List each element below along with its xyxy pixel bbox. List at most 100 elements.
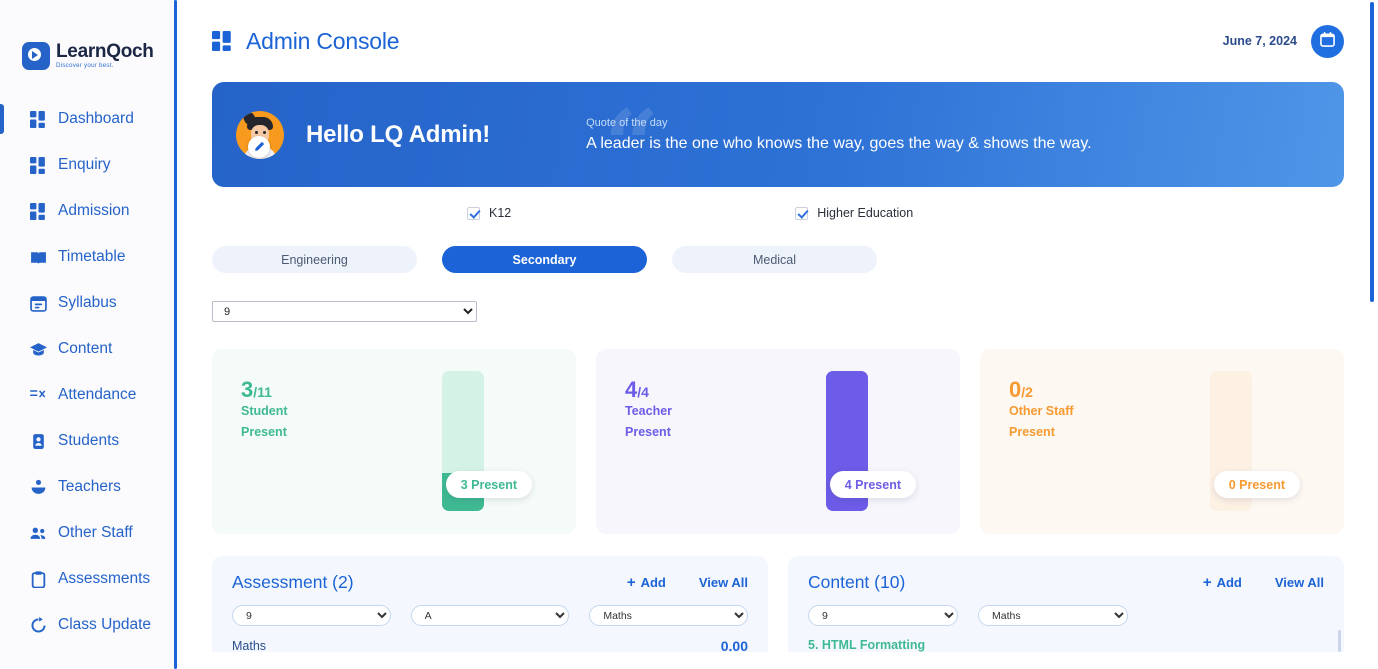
stat-label: Teacher Present xyxy=(625,401,672,443)
current-date: June 7, 2024 xyxy=(1222,34,1297,48)
calendar-icon xyxy=(1320,32,1335,50)
sidebar-item-assessments[interactable]: Assessments xyxy=(0,556,178,602)
stat-card-other-staff: 0/2 Other Staff Present 0 Present xyxy=(980,349,1344,534)
brand-logo[interactable]: LearnQoch Discover your best. xyxy=(0,0,178,70)
stat-total: /11 xyxy=(253,384,272,400)
sidebar-item-label: Students xyxy=(58,432,120,449)
panel-title: Content (10) xyxy=(808,572,906,592)
grid-icon xyxy=(212,31,232,51)
grid-icon xyxy=(30,156,47,174)
checkbox-k12[interactable]: K12 xyxy=(467,206,511,220)
assessment-row-label: Maths xyxy=(232,639,267,652)
attendance-stat-cards: 3/11 Student Present 3 Present 4/4 Teach… xyxy=(212,349,1344,534)
content-view-all-link[interactable]: View All xyxy=(1274,575,1324,590)
checkbox-checked-icon[interactable] xyxy=(467,206,480,220)
content-class-select[interactable]: 9 xyxy=(808,605,958,626)
assessment-row-value: 0.00 xyxy=(720,638,748,652)
people-icon xyxy=(30,525,47,542)
assessment-class-select[interactable]: 9 xyxy=(232,605,391,626)
plus-icon: + xyxy=(1202,574,1212,591)
stat-label: Other Staff Present xyxy=(1009,401,1074,443)
segment-checkbox-row: K12 Higher Education xyxy=(212,203,1344,223)
assessment-add-button[interactable]: + Add xyxy=(627,575,666,590)
stat-total: /4 xyxy=(637,384,649,400)
page-scrollbar[interactable] xyxy=(1370,2,1374,302)
sidebar-item-other-staff[interactable]: Other Staff xyxy=(0,510,178,556)
stat-card-teacher: 4/4 Teacher Present 4 Present xyxy=(596,349,960,534)
checkbox-checked-icon[interactable] xyxy=(795,206,809,220)
stat-count: 3/11 xyxy=(241,377,272,402)
checklist-icon xyxy=(30,387,47,404)
plus-icon: + xyxy=(626,574,636,591)
checkbox-label: Higher Education xyxy=(817,206,914,220)
assessment-subject-select[interactable]: Maths xyxy=(589,605,749,626)
stat-label-line2: Present xyxy=(241,425,287,439)
sidebar-item-attendance[interactable]: Attendance xyxy=(0,372,178,418)
sidebar-item-label: Syllabus xyxy=(58,294,117,311)
sidebar-item-label: Content xyxy=(58,340,113,357)
stat-label-line1: Student xyxy=(241,404,288,418)
sidebar-item-dashboard[interactable]: Dashboard xyxy=(0,96,178,142)
quote-label: Quote of the day xyxy=(586,116,668,129)
sidebar-item-label: Teachers xyxy=(58,478,121,495)
content-panel: Content (10) + Add View All 9 Maths xyxy=(788,556,1344,652)
avatar[interactable] xyxy=(236,110,284,159)
sidebar-item-label: Class Update xyxy=(58,616,152,633)
sidebar-item-students[interactable]: Students xyxy=(0,418,178,464)
id-card-icon xyxy=(30,433,47,450)
sidebar-item-teachers[interactable]: Teachers xyxy=(0,464,178,510)
stat-label-line2: Present xyxy=(625,425,671,439)
checkbox-higher-education[interactable]: Higher Education xyxy=(795,206,913,220)
assessment-row[interactable]: Maths 0.00 xyxy=(232,638,748,652)
stat-label-line1: Other Staff xyxy=(1009,404,1074,418)
content-subject-select[interactable]: Maths xyxy=(978,605,1128,626)
quote-text: A leader is the one who knows the way, g… xyxy=(586,134,1092,152)
sidebar-item-admission[interactable]: Admission xyxy=(0,188,178,234)
sidebar-item-timetable[interactable]: Timetable xyxy=(0,234,178,280)
calendar-button[interactable] xyxy=(1311,24,1344,58)
brand-name: LearnQoch xyxy=(56,41,154,63)
sidebar-item-class-update[interactable]: Class Update xyxy=(0,602,178,648)
panel-title: Assessment (2) xyxy=(232,572,354,592)
sidebar-item-label: Other Staff xyxy=(58,524,133,541)
welcome-banner: “ Hello LQ Admin! Quote of the day A lea… xyxy=(212,82,1344,187)
main-content: Admin Console June 7, 2024 “ xyxy=(178,0,1378,669)
stat-count: 4/4 xyxy=(625,377,649,402)
page-title: Admin Console xyxy=(246,27,400,54)
assessment-panel: Assessment (2) + Add View All 9 A M xyxy=(212,556,768,652)
book-icon xyxy=(30,249,47,266)
sidebar-scrollbar[interactable] xyxy=(174,0,177,669)
topbar: Admin Console June 7, 2024 xyxy=(212,0,1344,82)
checkbox-label: K12 xyxy=(489,206,512,220)
sidebar-item-enquiry[interactable]: Enquiry xyxy=(0,142,178,188)
tab-secondary[interactable]: Secondary xyxy=(442,246,647,273)
stat-total: /2 xyxy=(1021,384,1033,400)
grid-icon xyxy=(30,110,47,128)
teacher-icon xyxy=(30,479,47,496)
quote-mark-icon: “ xyxy=(604,89,662,188)
pencil-icon[interactable] xyxy=(248,135,270,158)
tab-medical[interactable]: Medical xyxy=(672,246,877,273)
stat-label-line1: Teacher xyxy=(625,404,673,418)
sidebar-item-syllabus[interactable]: Syllabus xyxy=(0,280,178,326)
sidebar-item-label: Assessments xyxy=(58,570,151,587)
assessment-view-all-link[interactable]: View All xyxy=(698,575,748,590)
class-filter: 9 xyxy=(212,301,1344,322)
add-label: Add xyxy=(1216,575,1242,590)
category-tabs: Engineering Secondary Medical xyxy=(212,246,1344,273)
content-row-label: 5. HTML Formatting xyxy=(808,638,926,652)
content-row[interactable]: 5. HTML Formatting xyxy=(808,638,1324,652)
class-select[interactable]: 9 xyxy=(212,301,477,322)
graduation-icon xyxy=(30,341,47,358)
tab-engineering[interactable]: Engineering xyxy=(212,246,417,273)
sidebar-item-content[interactable]: Content xyxy=(0,326,178,372)
sidebar-item-label: Admission xyxy=(58,202,130,219)
content-scrollbar[interactable] xyxy=(1338,630,1341,652)
content-add-button[interactable]: + Add xyxy=(1203,575,1242,590)
grid-icon xyxy=(30,202,47,220)
bottom-panels: Assessment (2) + Add View All 9 A M xyxy=(212,556,1344,652)
assessment-division-select[interactable]: A xyxy=(410,605,570,626)
stat-count: 0/2 xyxy=(1009,377,1033,402)
sidebar-item-label: Attendance xyxy=(58,386,137,403)
